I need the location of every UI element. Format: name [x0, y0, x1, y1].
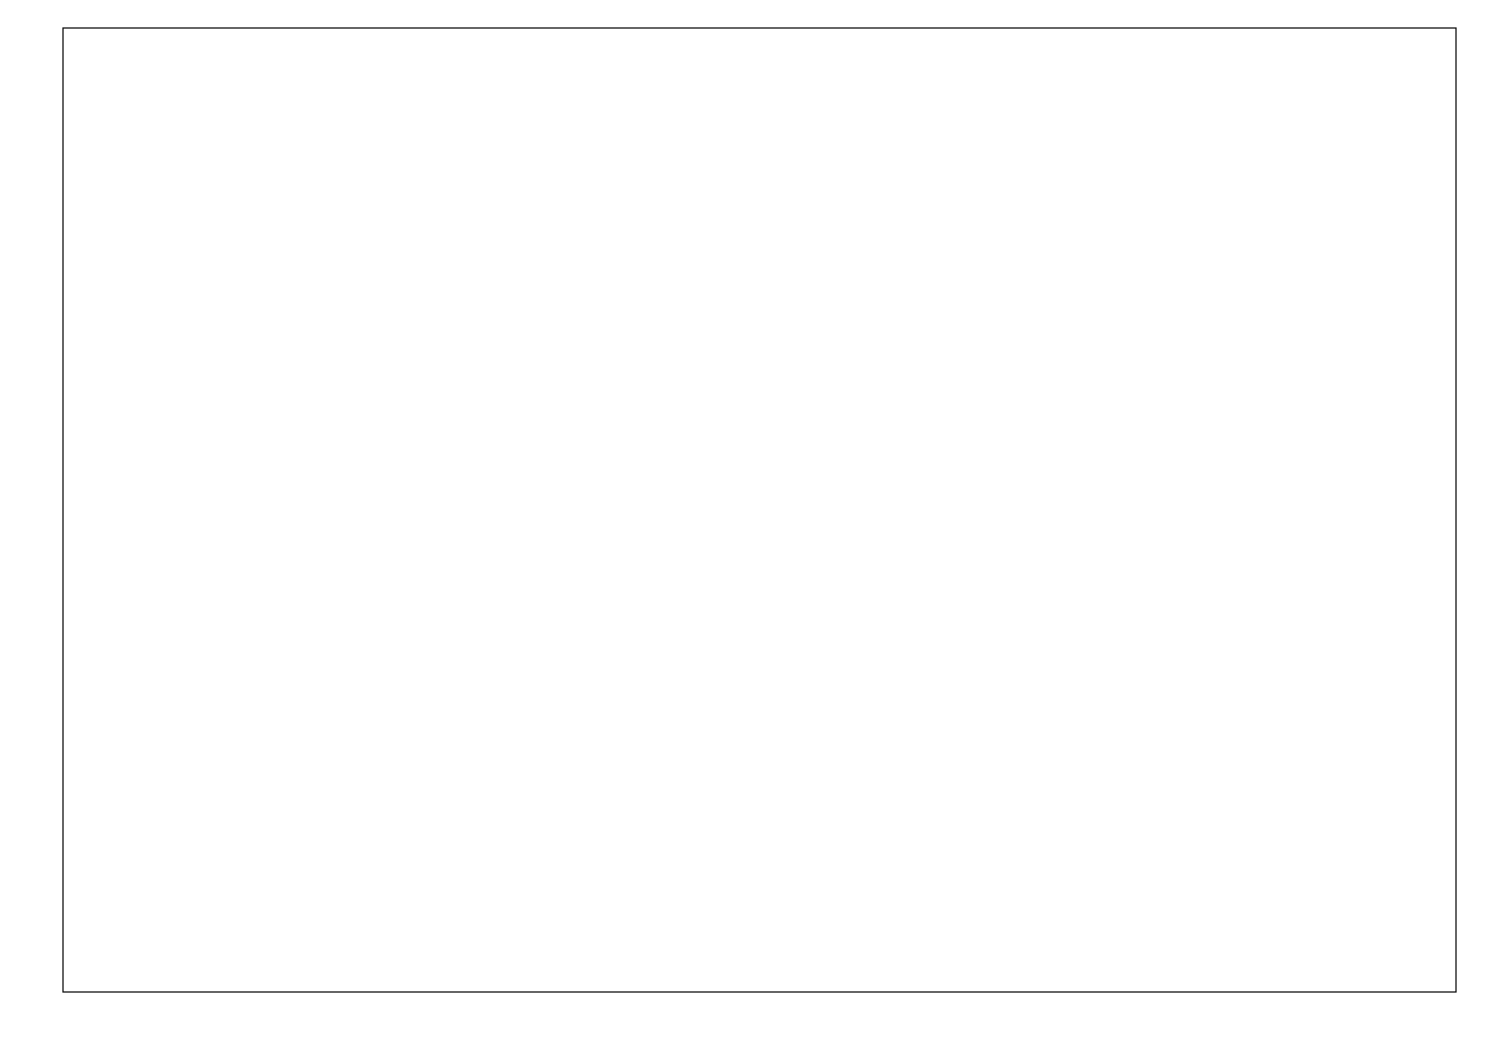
plot-frame: [62, 27, 1457, 993]
